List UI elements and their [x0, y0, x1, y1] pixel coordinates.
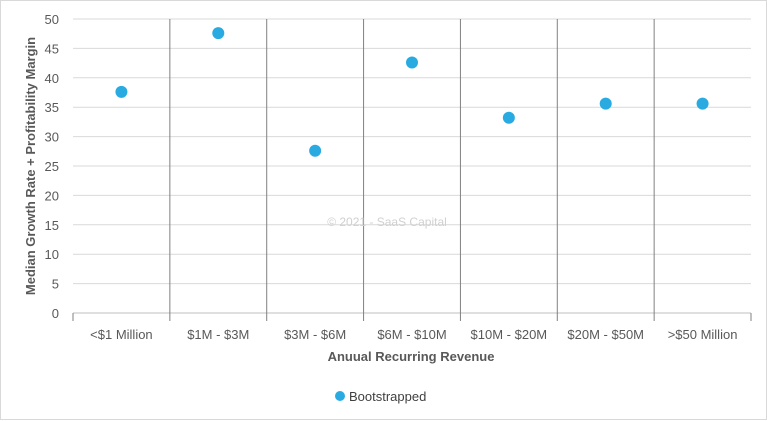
y-tick-label: 25 [45, 159, 59, 174]
x-tick-label: $10M - $20M [471, 327, 548, 342]
y-axis-title: Median Growth Rate + Profitability Margi… [23, 37, 38, 295]
x-tick-label: $6M - $10M [377, 327, 446, 342]
y-tick-label: 30 [45, 130, 59, 145]
gridlines [73, 18, 751, 314]
y-tick-labels: 0 5 10 15 20 25 30 35 40 45 50 [45, 12, 59, 321]
data-point [502, 111, 515, 124]
y-tick-label: 10 [45, 247, 59, 262]
legend: Bootstrapped [335, 389, 426, 404]
data-point [599, 97, 612, 110]
x-tick-label: >$50 Million [668, 327, 738, 342]
y-tick-label: 20 [45, 188, 59, 203]
x-tick-label: $3M - $6M [284, 327, 346, 342]
y-tick-label: 5 [52, 277, 59, 292]
x-tick-label: $20M - $50M [567, 327, 644, 342]
watermark: © 2021 - SaaS Capital [327, 215, 447, 229]
x-tick-labels: <$1 Million $1M - $3M $3M - $6M $6M - $10M $… [90, 327, 737, 342]
data-points [115, 27, 709, 157]
legend-label: Bootstrapped [349, 389, 426, 404]
y-tick-label: 15 [45, 218, 59, 233]
data-point [406, 56, 418, 69]
y-tick-label: 40 [45, 71, 59, 86]
category-separators [72, 19, 752, 321]
y-tick-label: 45 [45, 41, 59, 56]
data-point [696, 97, 709, 110]
legend-marker [335, 391, 345, 401]
x-axis-title: Anuual Recurring Revenue [328, 349, 495, 364]
x-tick-label: $1M - $3M [187, 327, 249, 342]
y-tick-label: 0 [52, 306, 59, 321]
y-tick-label: 35 [45, 100, 59, 115]
data-point [212, 27, 225, 40]
y-tick-label: 50 [45, 12, 59, 27]
x-tick-label: <$1 Million [90, 327, 153, 342]
data-point [115, 85, 128, 98]
data-point [309, 144, 322, 157]
